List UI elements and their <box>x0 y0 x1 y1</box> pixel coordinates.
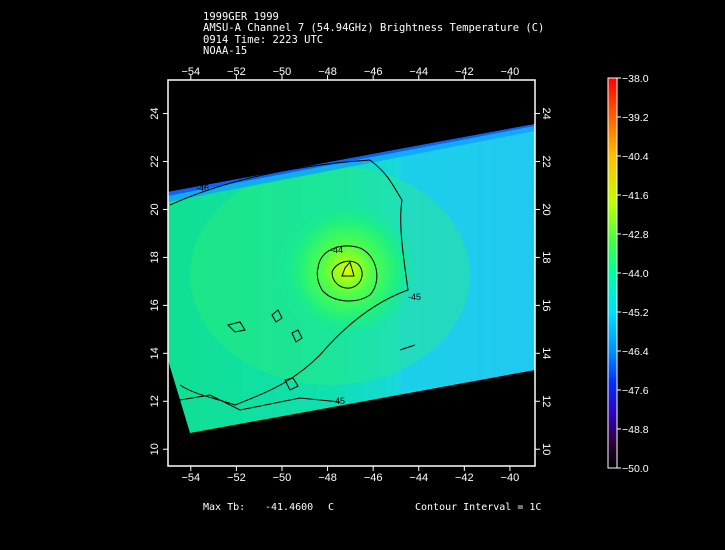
x-tick-label-top: −46 <box>364 66 383 78</box>
x-tick-label-bottom: −46 <box>364 472 383 484</box>
x-tick-label-bottom: −54 <box>181 472 200 484</box>
y-tick-label-right: 18 <box>540 251 552 263</box>
max-tb-value: -41.4600 <box>265 502 314 513</box>
axis-ticks <box>163 75 540 471</box>
x-tick-label-top: −50 <box>273 66 292 78</box>
y-tick-label-left: 12 <box>149 395 161 407</box>
colorbar-tick-label: −46.4 <box>622 346 649 358</box>
contour-label: -46 <box>196 183 209 193</box>
colorbar-tick-label: −47.6 <box>622 385 649 397</box>
colorbar <box>607 77 618 469</box>
x-tick-label-bottom: −44 <box>409 472 428 484</box>
y-tick-label-right: 22 <box>540 155 552 167</box>
y-tick-label-left: 20 <box>149 203 161 215</box>
y-tick-label-right: 24 <box>540 107 552 119</box>
y-tick-label-left: 10 <box>149 443 161 455</box>
x-tick-label-bottom: −42 <box>455 472 474 484</box>
y-tick-label-right: 10 <box>540 443 552 455</box>
y-tick-label-right: 20 <box>540 203 552 215</box>
colorbar-tick-label: −38.0 <box>622 73 649 85</box>
colorbar-ticks <box>617 77 621 469</box>
colorbar-tick-label: −39.2 <box>622 112 649 124</box>
colorbar-tick-label: −40.4 <box>622 151 649 163</box>
colorbar-tick-label: −44.0 <box>622 268 649 280</box>
contour-label: -46 <box>520 117 533 127</box>
title-line-2: AMSU-A Channel 7 (54.94GHz) Brightness T… <box>203 22 545 34</box>
colorbar-tick-label: −41.6 <box>622 190 649 202</box>
x-tick-label-bottom: −48 <box>318 472 337 484</box>
y-tick-label-left: 24 <box>149 107 161 119</box>
title-line-4: NOAA-15 <box>203 45 248 57</box>
colorbar-tick-label: −42.8 <box>622 229 649 241</box>
axis-tick-labels: −54 −54 −52 −52 −50 −50 −48 −48 −46 −46 −44 −44 −42 −… <box>149 66 552 484</box>
y-tick-label-right: 16 <box>540 299 552 311</box>
y-tick-label-left: 16 <box>149 299 161 311</box>
x-tick-label-top: −42 <box>455 66 474 78</box>
contour-label: -45 <box>332 396 345 406</box>
x-tick-label-top: −52 <box>227 66 246 78</box>
colorbar-labels: −38.0 −39.2 −40.4 −41.6 −42.8 −44.0 −45.2 −46.4… <box>622 73 649 475</box>
title-line-3: 0914 Time: 2223 UTC <box>203 34 324 46</box>
satellite-swath <box>168 124 535 433</box>
max-tb-label: Max Tb: <box>203 502 246 513</box>
x-tick-label-top: −48 <box>318 66 337 78</box>
colorbar-tick-label: −48.8 <box>622 424 649 436</box>
x-tick-label-top: −44 <box>409 66 428 78</box>
contour-labels: -44 -45 -45 -46 -46 <box>196 117 533 406</box>
contour-interval: Contour Interval = 1C <box>415 502 542 513</box>
y-tick-label-right: 14 <box>540 347 552 359</box>
y-tick-label-right: 12 <box>540 395 552 407</box>
contour-label: -44 <box>330 245 343 255</box>
x-tick-label-bottom: −50 <box>273 472 292 484</box>
x-tick-label-top: −40 <box>501 66 520 78</box>
map-frame <box>167 79 536 467</box>
x-tick-label-top: −54 <box>181 66 200 78</box>
y-tick-label-left: 14 <box>149 347 161 359</box>
contour-label: -45 <box>408 292 421 302</box>
title-line-1: 1999GER 1999 <box>203 11 279 23</box>
y-tick-label-left: 18 <box>149 251 161 263</box>
colorbar-tick-label: −45.2 <box>622 307 649 319</box>
y-tick-label-left: 22 <box>149 155 161 167</box>
x-tick-label-bottom: −40 <box>501 472 520 484</box>
colorbar-tick-label: −50.0 <box>622 463 649 475</box>
x-tick-label-bottom: −52 <box>227 472 246 484</box>
contour-lines <box>169 159 416 411</box>
max-tb-unit: C <box>328 502 335 513</box>
